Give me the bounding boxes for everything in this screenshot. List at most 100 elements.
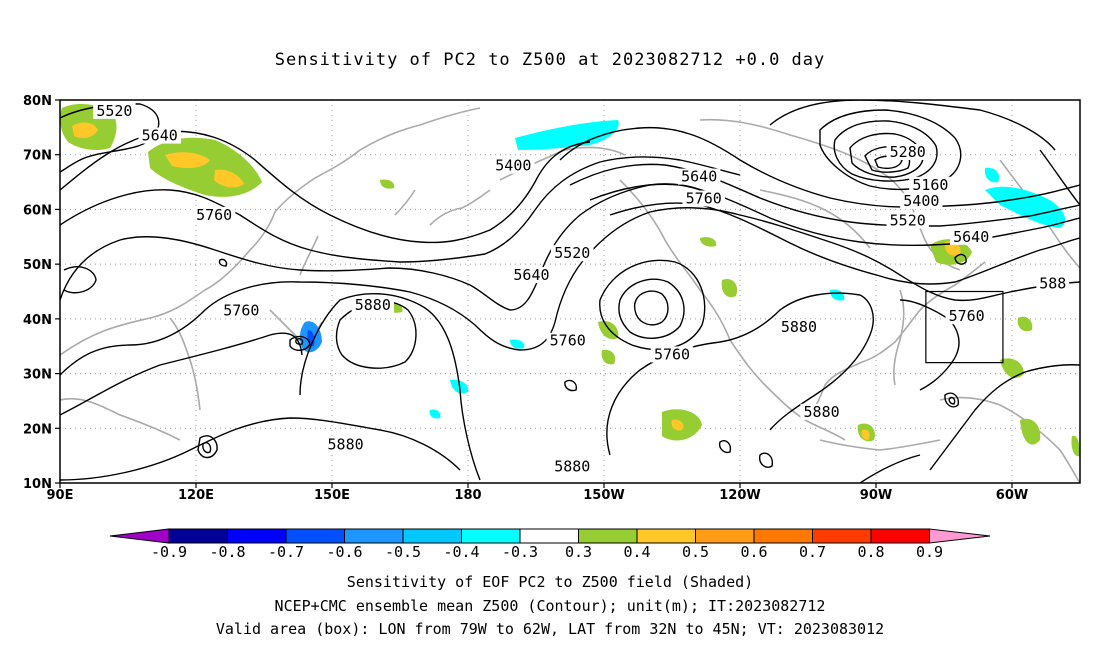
colorbar-label: 0.5 (682, 543, 709, 561)
colorbar-label: -0.4 (443, 543, 479, 561)
valid-area-box (925, 290, 1004, 364)
contour-label-bg (510, 267, 553, 284)
contour-label-bg (678, 168, 721, 185)
lat-label: 30N (23, 368, 52, 383)
caption-line-2: NCEP+CMC ensemble mean Z500 (Contour); u… (274, 597, 826, 615)
contour-label: 5880 (781, 318, 817, 336)
map-frame (59, 99, 1081, 484)
contour-label: 5880 (804, 403, 840, 421)
colorbar-label: 0.4 (623, 543, 650, 561)
contour-label: 5760 (949, 307, 985, 325)
contour-label-bg (220, 302, 263, 319)
contour-label-bg (886, 212, 929, 229)
contour-label: 5640 (953, 228, 989, 246)
caption-line-1: Sensitivity of EOF PC2 to Z500 field (Sh… (346, 573, 754, 591)
contour-label: 5760 (654, 345, 690, 363)
colorbar-swatch (227, 528, 287, 544)
contour-label-bg (900, 193, 943, 210)
contour-label-bg (777, 319, 821, 336)
lat-label: 70N (23, 149, 52, 164)
colorbar-label: 0.3 (565, 543, 592, 561)
contour-label-bg (551, 245, 594, 262)
lon-label: 60W (996, 488, 1028, 503)
contour-label: 5640 (681, 168, 717, 186)
colorbar: -0.9 -0.8 -0.7 -0.6 -0.5 -0.4 -0.3 0.3 0.4 0.5 0.6… (109, 528, 991, 561)
colorbar-swatch (753, 528, 813, 544)
lat-label: 40N (23, 313, 52, 328)
colorbar-swatch (929, 528, 991, 544)
contour-label: 5880 (554, 458, 590, 476)
colorbar-swatch (578, 528, 638, 544)
caption-line-3: Valid area (box): LON from 79W to 62W, L… (215, 620, 885, 638)
contour-label: 5640 (142, 127, 178, 145)
contour-label: 5880 (328, 436, 364, 454)
colorbar-swatch (812, 528, 872, 544)
lon-label: 120E (178, 488, 214, 503)
contour-label: 5400 (495, 157, 531, 175)
contour-label: 5520 (96, 102, 132, 120)
colorbar-swatch (695, 528, 755, 544)
colorbar-label: 0.8 (857, 543, 884, 561)
contour-label-bg (800, 403, 843, 420)
map-title: Sensitivity of PC2 to Z500 at 2023082712… (274, 50, 826, 70)
contour-label: 5760 (223, 302, 259, 320)
lon-label: 150E (314, 488, 350, 503)
lat-label: 80N (23, 94, 52, 109)
contour-label-bg (324, 436, 367, 453)
lon-label: 120W (719, 488, 760, 503)
colorbar-label: -0.8 (209, 543, 245, 561)
longitude-labels: 90E 120E 150E 180 150W 120W 90W 60W (47, 483, 1028, 503)
contour-label-bg (546, 332, 589, 349)
contour-label: 5280 (890, 143, 926, 161)
contour-label-bg (950, 228, 993, 245)
colorbar-swatch (168, 528, 228, 544)
contour-label: 5520 (890, 211, 926, 229)
colorbar-swatch (285, 528, 345, 544)
contour-label: 5640 (513, 266, 549, 284)
lat-label: 60N (23, 203, 52, 218)
colorbar-label: 0.6 (740, 543, 767, 561)
colorbar-label: -0.7 (268, 543, 304, 561)
graticule (60, 100, 1080, 483)
contour-label-bg (492, 157, 535, 174)
latitude-labels: 80N 70N 60N 50N 40N 30N 20N 10N (23, 94, 60, 492)
coastlines (60, 107, 1080, 483)
lat-label: 20N (23, 422, 52, 437)
colorbar-swatch (636, 528, 696, 544)
lat-label: 50N (23, 258, 52, 273)
colorbar-label: -0.3 (502, 543, 538, 561)
contour-label: 5760 (550, 332, 586, 350)
contour-label-bg (192, 206, 236, 223)
contour-label-bg (650, 346, 694, 363)
contour-label-bg (351, 297, 394, 314)
colorbar-swatch (402, 528, 462, 544)
contour-label-bg (551, 458, 594, 475)
contour-label: 5160 (912, 176, 948, 194)
contour-label-bg (945, 308, 988, 325)
colorbar-label: -0.5 (385, 543, 421, 561)
contour-label-bg (93, 102, 136, 119)
lon-label: 90W (860, 488, 892, 503)
contour-label-bg (1036, 275, 1070, 292)
contour-label-bg (909, 176, 952, 193)
contour-label-bg (886, 143, 929, 160)
contour-label: 5400 (903, 192, 939, 210)
contour-label-bg (682, 190, 725, 207)
contour-label: 5760 (196, 206, 232, 224)
colorbar-swatch (109, 528, 170, 544)
colorbar-label: -0.9 (151, 543, 187, 561)
z500-contours (60, 100, 1080, 483)
contour-label: 588 (1039, 274, 1066, 292)
lon-label: 90E (47, 488, 74, 503)
colorbar-swatch (519, 528, 579, 544)
lon-label: 150W (583, 488, 624, 503)
lat-label: 10N (23, 477, 52, 492)
contour-label: 5880 (355, 296, 391, 314)
lon-label: 180 (454, 488, 481, 503)
contour-label: 5760 (686, 189, 722, 207)
colorbar-swatch (344, 528, 404, 544)
colorbar-swatch (870, 528, 930, 544)
colorbar-label: 0.9 (916, 543, 943, 561)
